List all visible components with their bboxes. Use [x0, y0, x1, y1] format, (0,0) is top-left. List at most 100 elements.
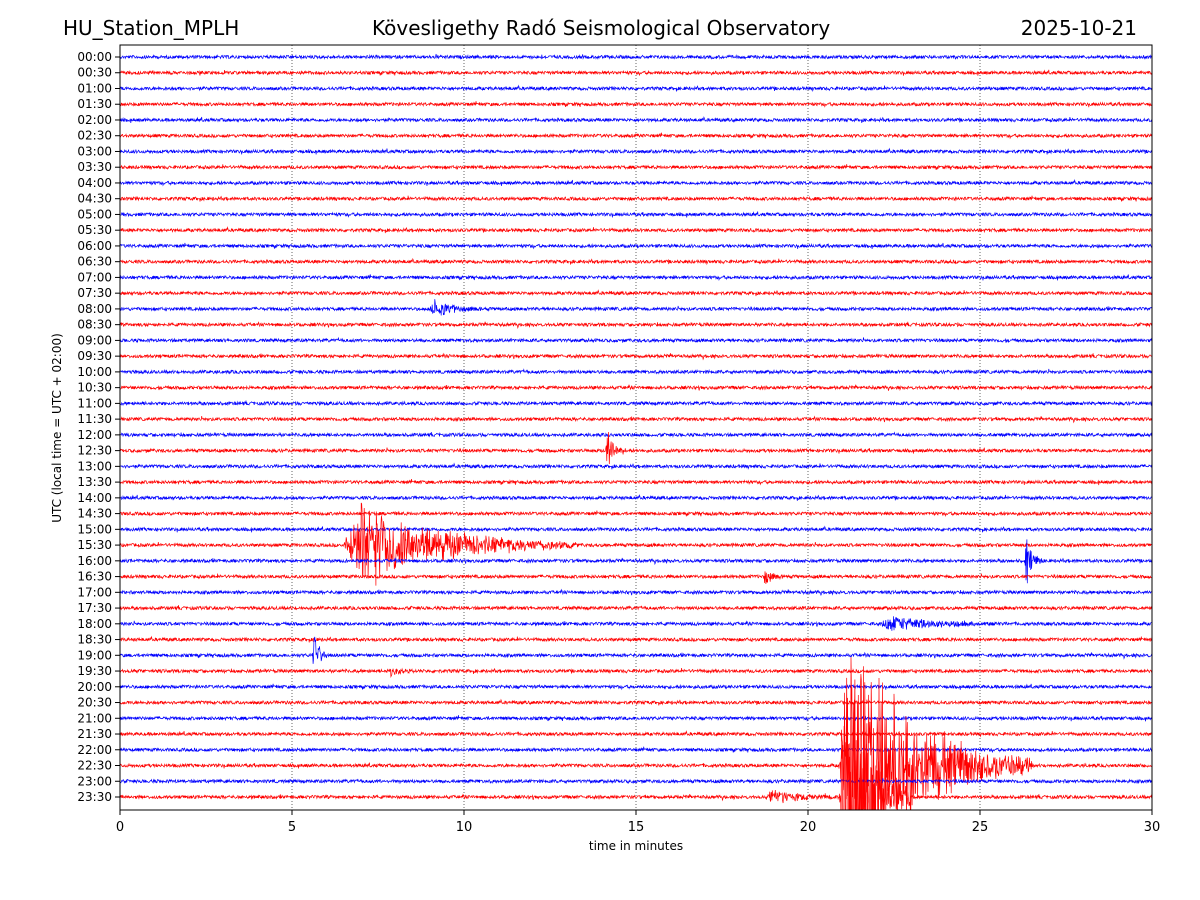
trace-2100 [120, 715, 1152, 722]
y-tick-label: 07:00 [77, 270, 112, 284]
y-tick-label: 04:00 [77, 176, 112, 190]
y-tick-label: 17:00 [77, 585, 112, 599]
y-tick-label: 06:30 [77, 255, 112, 269]
y-tick-label: 01:00 [77, 81, 112, 95]
x-tick-label: 0 [116, 820, 124, 835]
trace-0530 [120, 226, 1152, 234]
y-tick-label: 00:30 [77, 66, 112, 80]
trace-0630 [120, 257, 1152, 266]
y-tick-label: 22:00 [77, 743, 112, 757]
trace-0300 [120, 147, 1152, 155]
trace-1830 [120, 635, 1152, 643]
y-tick-label: 19:00 [77, 648, 112, 662]
y-tick-label: 10:30 [77, 381, 112, 395]
trace-0730 [120, 289, 1152, 297]
trace-1000 [120, 368, 1152, 375]
trace-2300 [120, 778, 1152, 785]
trace-0700 [120, 274, 1152, 281]
x-axis-label: time in minutes [589, 839, 683, 853]
trace-2330 [120, 677, 1152, 810]
trace-1700 [120, 588, 1152, 596]
y-tick-label: 12:30 [77, 444, 112, 458]
y-tick-label: 11:00 [77, 396, 112, 410]
trace-1500 [120, 525, 1152, 533]
y-tick-label: 10:00 [77, 365, 112, 379]
trace-1600 [120, 539, 1152, 584]
x-tick-label: 25 [972, 820, 989, 835]
trace-1900 [120, 636, 1152, 664]
y-tick-label: 19:30 [77, 664, 112, 678]
y-tick-label: 02:30 [77, 129, 112, 143]
y-tick-label: 07:30 [77, 286, 112, 300]
y-tick-label: 17:30 [77, 601, 112, 615]
y-tick-label: 04:30 [77, 192, 112, 206]
y-tick-label: 12:00 [77, 428, 112, 442]
trace-2000 [120, 683, 1152, 691]
trace-0100 [120, 84, 1152, 92]
y-tick-label: 23:00 [77, 774, 112, 788]
y-tick-label: 06:00 [77, 239, 112, 253]
trace-1800 [120, 616, 1152, 631]
y-tick-label: 09:30 [77, 349, 112, 363]
trace-1400 [120, 494, 1152, 501]
trace-0800 [120, 299, 1152, 316]
x-tick-label: 20 [800, 820, 817, 835]
y-tick-label: 18:30 [77, 633, 112, 647]
y-tick-label: 16:00 [77, 554, 112, 568]
y-tick-label: 14:00 [77, 491, 112, 505]
x-tick-label: 10 [456, 820, 473, 835]
y-tick-label: 03:00 [77, 144, 112, 158]
trace-0830 [120, 321, 1152, 330]
trace-0230 [120, 132, 1152, 140]
trace-1630 [120, 571, 1152, 585]
trace-0930 [120, 352, 1152, 361]
x-tick-label: 30 [1144, 820, 1161, 835]
y-tick-label: 05:00 [77, 207, 112, 221]
trace-1300 [120, 462, 1152, 470]
trace-1730 [120, 605, 1152, 611]
y-tick-label: 21:00 [77, 711, 112, 725]
trace-2030 [120, 698, 1152, 706]
y-tick-label: 02:00 [77, 113, 112, 127]
trace-2130 [120, 730, 1152, 738]
y-tick-label: 09:00 [77, 333, 112, 347]
trace-2230 [120, 657, 1152, 810]
y-tick-label: 08:00 [77, 302, 112, 316]
y-tick-label: 01:30 [77, 97, 112, 111]
trace-1130 [120, 415, 1152, 424]
y-tick-label: 05:30 [77, 223, 112, 237]
trace-0500 [120, 211, 1152, 218]
y-tick-label: 14:30 [77, 507, 112, 521]
trace-1530 [120, 502, 1152, 586]
y-tick-label: 22:30 [77, 759, 112, 773]
trace-1100 [120, 400, 1152, 407]
trace-0130 [120, 101, 1152, 108]
trace-0330 [120, 164, 1152, 171]
y-tick-label: 20:30 [77, 696, 112, 710]
trace-0030 [120, 69, 1152, 77]
trace-0430 [120, 195, 1152, 202]
y-tick-label: 13:00 [77, 459, 112, 473]
trace-0000 [120, 53, 1152, 60]
y-tick-label: 18:00 [77, 617, 112, 631]
observatory-title: Kövesligethy Radó Seismological Observat… [372, 16, 831, 40]
trace-1030 [120, 383, 1152, 391]
y-tick-label: 20:00 [77, 680, 112, 694]
x-tick-label: 15 [628, 820, 645, 835]
trace-1330 [120, 479, 1152, 486]
y-tick-label: 13:30 [77, 475, 112, 489]
trace-0900 [120, 336, 1152, 344]
station-name: HU_Station_MPLH [63, 16, 240, 40]
plot-date: 2025-10-21 [1020, 16, 1137, 40]
y-tick-label: 15:30 [77, 538, 112, 552]
trace-1430 [120, 510, 1152, 518]
y-tick-label: 23:30 [77, 790, 112, 804]
trace-0200 [120, 116, 1152, 124]
y-tick-label: 00:00 [77, 50, 112, 64]
trace-1200 [120, 431, 1152, 439]
y-tick-label: 11:30 [77, 412, 112, 426]
trace-1930 [120, 667, 1152, 679]
trace-1230 [120, 431, 1152, 465]
trace-0600 [120, 242, 1152, 250]
